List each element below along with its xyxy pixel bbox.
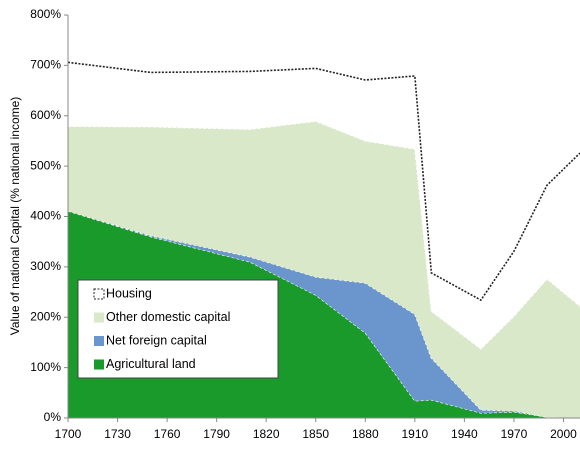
- y-tick-label: 100%: [30, 360, 61, 374]
- x-tick-label: 1940: [451, 427, 478, 441]
- area: [68, 62, 580, 349]
- legend-swatch: [94, 312, 104, 323]
- y-tick-label: 800%: [30, 7, 61, 21]
- x-tick-label: 1880: [352, 427, 379, 441]
- x-tick-label: 1730: [104, 427, 131, 441]
- x-tick-label: 1850: [302, 427, 329, 441]
- x-tick-label: 1820: [253, 427, 280, 441]
- area-edge: [67, 61, 580, 302]
- y-tick-label: 500%: [30, 158, 61, 172]
- legend-swatch: [94, 359, 104, 370]
- y-tick-label: 200%: [30, 309, 61, 323]
- legend-label: Housing: [106, 286, 152, 300]
- legend: Housing Other domestic capital Net foreign…: [77, 279, 279, 379]
- y-tick-label: 400%: [30, 209, 61, 223]
- legend-label: Net foreign capital: [106, 333, 207, 347]
- y-tick-label: 600%: [30, 108, 61, 122]
- legend-swatch: [94, 336, 104, 346]
- y-axis-label: Value of national Capital (% national in…: [8, 97, 22, 336]
- legend-swatch: [93, 288, 105, 300]
- x-tick-label: 2000: [550, 427, 577, 441]
- x-tick-label: 1790: [203, 427, 230, 441]
- legend-label: Agricultural land: [106, 357, 196, 371]
- x-tick-label: 1910: [401, 427, 428, 441]
- y-tick-label: 700%: [30, 58, 61, 72]
- legend-label: Other domestic capital: [106, 310, 230, 324]
- y-tick-label: 0%: [44, 410, 62, 424]
- x-tick-label: 1760: [154, 427, 181, 441]
- x-tick-label: 1970: [501, 427, 528, 441]
- x-tick-label: 1700: [55, 427, 82, 441]
- y-tick-label: 300%: [30, 259, 61, 273]
- legend-box: [77, 279, 279, 379]
- area: [68, 121, 580, 418]
